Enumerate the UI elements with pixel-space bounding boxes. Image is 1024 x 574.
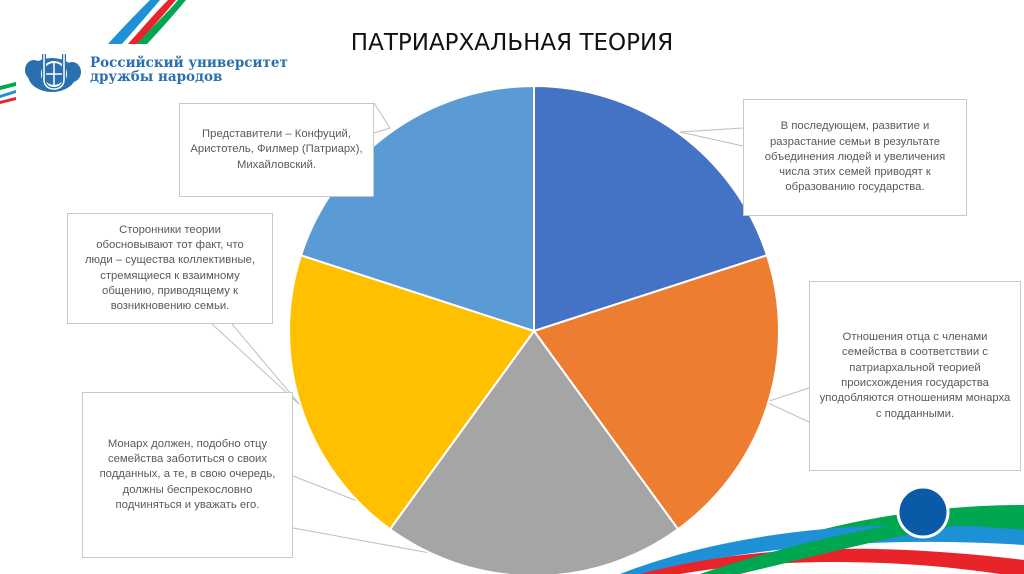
pie-slice (288, 254, 536, 531)
pie-slice (388, 329, 680, 574)
callout-top-right: В последующем, развитие и разрастание се… (743, 99, 967, 216)
university-name: Российский университет дружбы народов (90, 56, 288, 84)
callout-text: Монарх должен, подобно отцу семейства за… (99, 437, 276, 511)
callout-text: В последующем, развитие и разрастание се… (764, 120, 946, 194)
page-title: ПАТРИАРХАЛЬНАЯ ТЕОРИЯ (350, 30, 674, 56)
pie-slices (288, 84, 780, 574)
callout-text: Сторонники теории обосновывают тот факт,… (84, 223, 256, 313)
callout-text: Отношения отца с членами семейства в соо… (819, 331, 1011, 420)
callout-right: Отношения отца с членами семейства в соо… (809, 281, 1021, 471)
callout-top-left: Представители – Конфуций, Аристотель, Фи… (179, 103, 374, 197)
university-logo-icon (25, 54, 81, 92)
callout-text: Представители – Конфуций, Аристотель, Фи… (190, 128, 363, 171)
pie-slice (533, 84, 769, 333)
callout-left: Сторонники теории обосновывают тот факт,… (67, 213, 273, 324)
university-name-line1: Российский университет (90, 55, 288, 71)
pie-slice (299, 84, 535, 333)
pie-slice (532, 254, 780, 531)
university-name-line2: дружбы народов (90, 69, 223, 85)
callout-bottom-left: Монарх должен, подобно отцу семейства за… (82, 392, 293, 558)
